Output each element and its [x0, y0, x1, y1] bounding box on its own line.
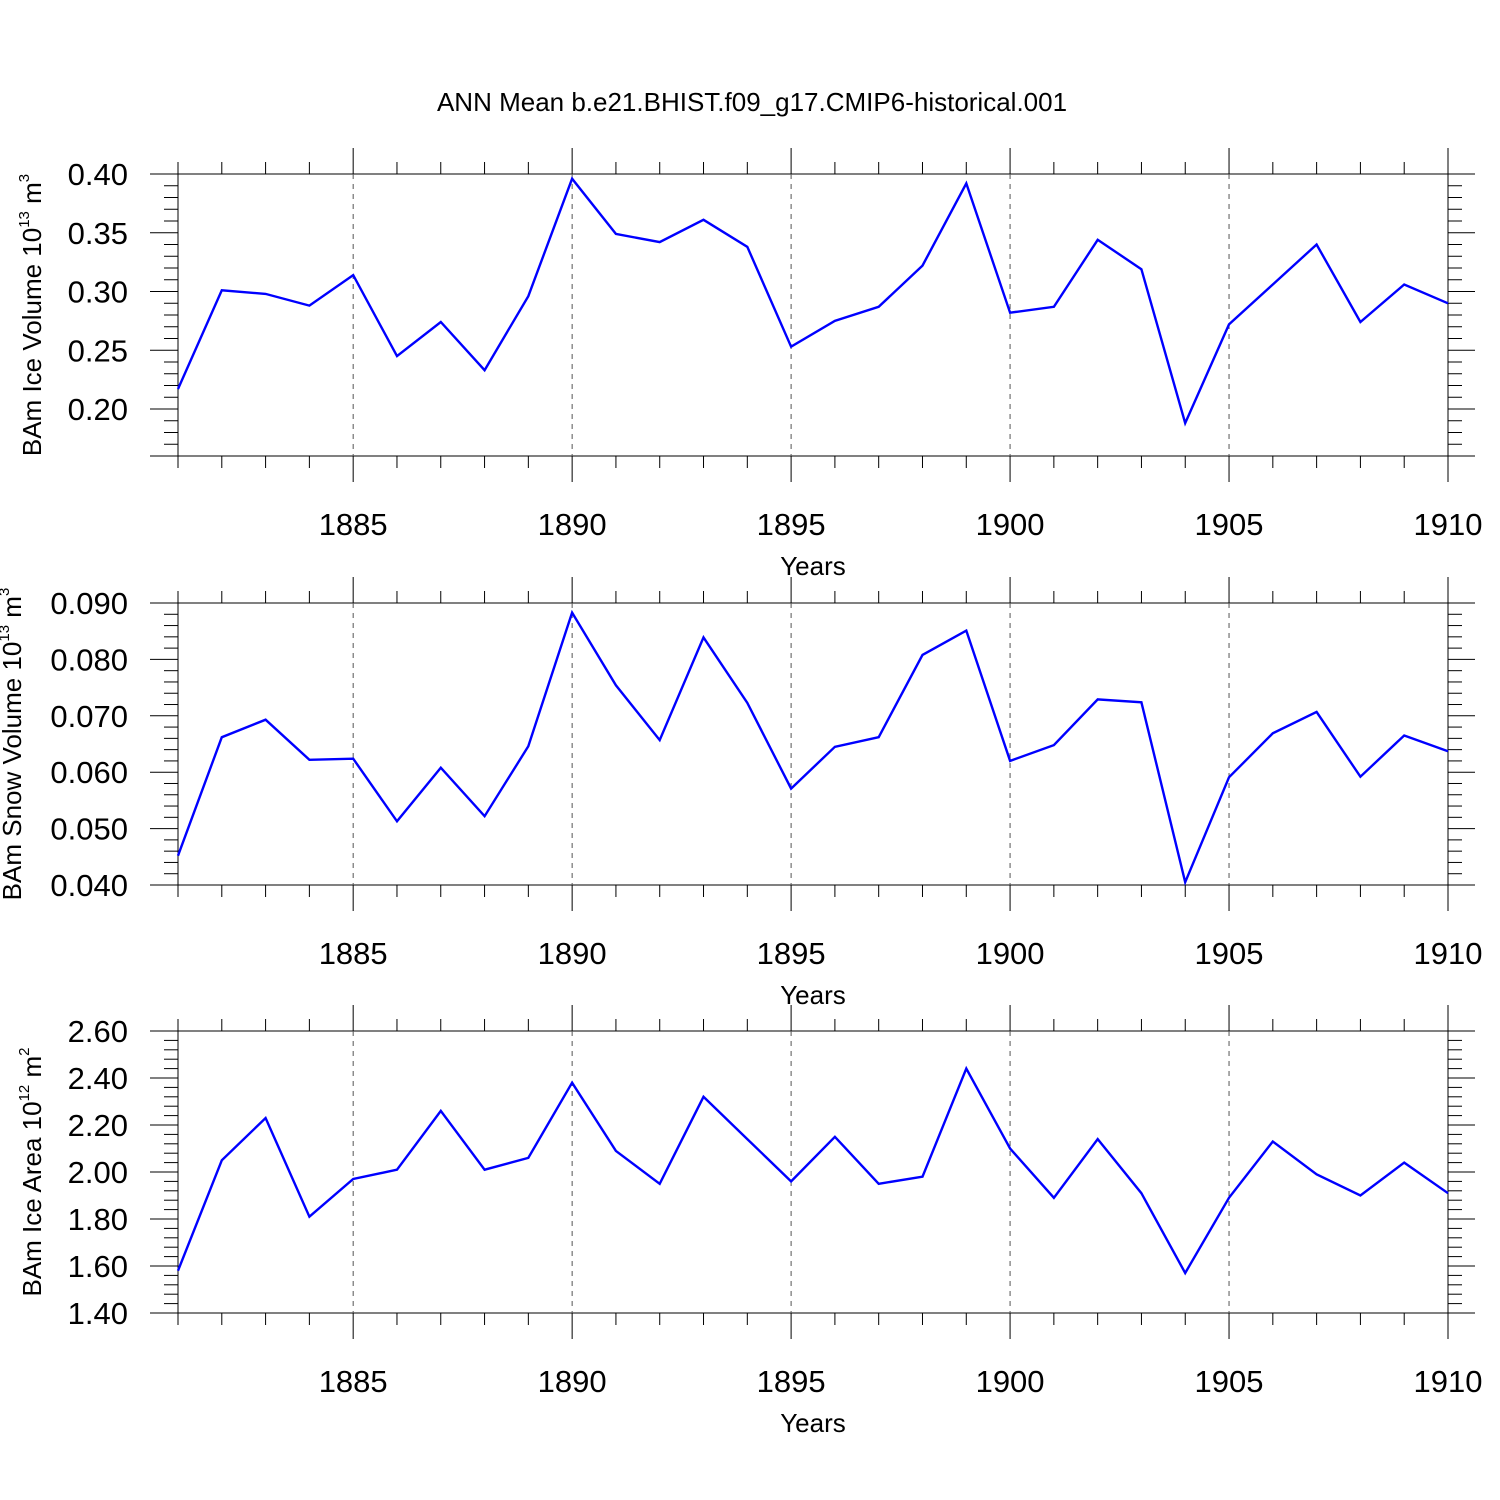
x-tick-label: 1885 — [319, 1364, 388, 1399]
y-tick-label: 0.20 — [68, 392, 128, 427]
y-tick-label: 2.40 — [68, 1061, 128, 1096]
panel-2: 1885 1890 1895 1900 1905 1910 Years 0.040 0.050 0… — [0, 577, 1482, 1010]
y-tick-label: 0.070 — [50, 699, 128, 734]
y-tick-label: 0.080 — [50, 642, 128, 677]
x-tick-label: 1890 — [538, 507, 607, 542]
y-tick-label: 2.20 — [68, 1108, 128, 1143]
x-tick-label: 1910 — [1414, 936, 1483, 971]
x-tick-label: 1895 — [757, 936, 826, 971]
series-line — [176, 176, 1449, 427]
x-tick-label: 1910 — [1414, 1364, 1483, 1399]
x-axis-title: Years — [780, 1408, 846, 1438]
x-tick-label: 1900 — [976, 507, 1045, 542]
figure-title: ANN Mean b.e21.BHIST.f09_g17.CMIP6-histo… — [437, 87, 1067, 117]
y-tick-label: 0.090 — [50, 586, 128, 621]
x-tick-label: 1885 — [319, 936, 388, 971]
y-tick-label: 0.35 — [68, 216, 128, 251]
series-line — [176, 609, 1449, 887]
x-tick-label: 1890 — [538, 936, 607, 971]
y-tick-label: 2.60 — [68, 1014, 128, 1049]
x-tick-label: 1895 — [757, 507, 826, 542]
x-tick-label: 1905 — [1195, 936, 1264, 971]
y-tick-label: 1.60 — [68, 1249, 128, 1284]
y-tick-label: 0.050 — [50, 812, 128, 847]
x-tick-label: 1905 — [1195, 1364, 1264, 1399]
y-tick-label: 0.40 — [68, 157, 128, 192]
x-axis-title: Years — [780, 551, 846, 581]
y-axis-title: BAm Snow Volume 1013 m3 — [0, 588, 27, 901]
panels: 1885 1890 1895 1900 1905 1910 Years 0.20 0.25 0.3… — [0, 148, 1482, 1438]
x-tick-label: 1905 — [1195, 507, 1264, 542]
y-axis-title: BAm Ice Area 1012 m2 — [16, 1047, 47, 1296]
x-axis-title: Years — [780, 980, 846, 1010]
x-tick-label: 1910 — [1414, 507, 1483, 542]
x-tick-label: 1890 — [538, 1364, 607, 1399]
y-tick-label: 0.040 — [50, 868, 128, 903]
series-line — [176, 1065, 1449, 1276]
x-tick-label: 1900 — [976, 1364, 1045, 1399]
x-tick-label: 1900 — [976, 936, 1045, 971]
y-tick-label: 0.060 — [50, 755, 128, 790]
y-tick-label: 1.40 — [68, 1296, 128, 1331]
y-tick-label: 0.30 — [68, 275, 128, 310]
x-tick-label: 1895 — [757, 1364, 826, 1399]
x-tick-label: 1885 — [319, 507, 388, 542]
y-tick-label: 2.00 — [68, 1155, 128, 1190]
y-tick-label: 0.25 — [68, 333, 128, 368]
y-tick-label: 1.80 — [68, 1202, 128, 1237]
y-axis-title: BAm Ice Volume 1013 m3 — [16, 174, 47, 456]
panel-1: 1885 1890 1895 1900 1905 1910 Years 0.20 0.25 0.3… — [16, 148, 1482, 581]
panel-3: 1885 1890 1895 1900 1905 1910 Years 1.40 1.60 1.8… — [16, 1005, 1482, 1438]
